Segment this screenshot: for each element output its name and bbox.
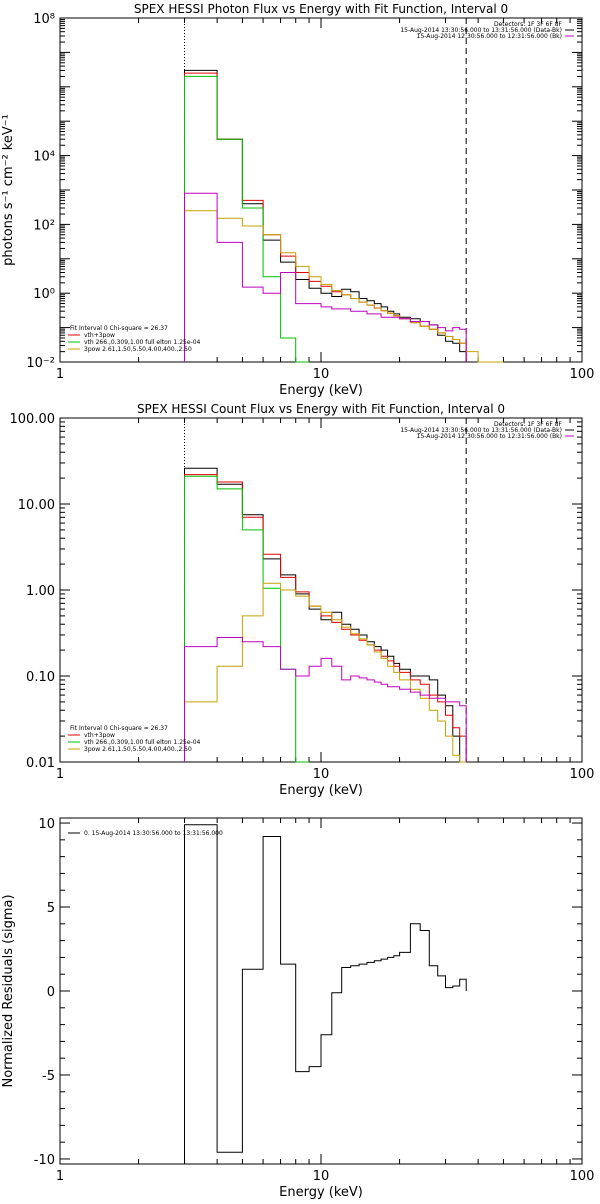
plot-frame <box>59 817 583 1165</box>
y-tick-label: 0 <box>47 985 55 1000</box>
x-tick-label: 1 <box>56 767 64 782</box>
x-tick-label: 100 <box>570 767 595 782</box>
y-tick-label: 10⁻² <box>26 356 55 371</box>
legend-text: vth+3pow <box>84 332 115 339</box>
legend-text: vth+3pow <box>84 732 115 739</box>
x-tick-label: 1 <box>56 1169 64 1184</box>
series-group <box>184 69 504 363</box>
x-tick-label: 10 <box>313 767 330 782</box>
series-line-4 <box>184 210 504 363</box>
series-line-1 <box>184 824 467 1164</box>
y-tick-label: 10.00 <box>18 498 55 513</box>
y-axis-label: Normalized Residuals (sigma) <box>1 894 16 1087</box>
x-tick-label: 1 <box>56 367 64 382</box>
legend-text: Fit Interval 0 Chi-square = 26.37 <box>70 725 168 732</box>
legend-text: 3pow 2.61,1.50,5.50,4.00,400.,2.50 <box>84 746 192 753</box>
legend-text: 3pow 2.61,1.50,5.50,4.00,400.,2.50 <box>84 346 192 353</box>
series-line-2 <box>184 474 467 762</box>
legend-text: 0. 15-Aug-2014 13:30:56.000 to 13:31:56.… <box>84 830 223 837</box>
y-tick-label: -10 <box>34 1153 55 1168</box>
x-tick-label: 100 <box>570 1169 595 1184</box>
series-line-5 <box>184 192 467 362</box>
series-group <box>184 467 467 763</box>
chart-title: SPEX HESSI Photon Flux vs Energy with Fi… <box>134 2 508 16</box>
plot-frame <box>59 417 583 763</box>
y-tick-label: 10⁴ <box>33 150 55 165</box>
series-line-3 <box>184 75 310 363</box>
x-tick-label: 10 <box>313 367 330 382</box>
panel-3: 1 10 100 Energy (keV) -10 -5 0 5 10 Normalized Re… <box>1 817 594 1200</box>
plot-frame <box>59 17 583 363</box>
legend-top-text: 15-Aug-2014 12:30:56.000 to 12:31:56.000… <box>417 33 562 40</box>
y-tick-label: 1.00 <box>26 584 55 599</box>
legend-top-text: 15-Aug-2014 13:30:56.000 to 13:31:56.000… <box>400 27 562 34</box>
series-line-1 <box>184 69 467 362</box>
legend-top-text: Detectors: 1F 3F 6F 8F <box>494 21 563 28</box>
y-tick-label: 10⁰ <box>33 287 55 302</box>
y-tick-label: 100.00 <box>10 412 56 427</box>
y-axis-label: photons s⁻¹ cm⁻² keV⁻¹ <box>1 114 16 266</box>
legend-text: vth 266.,0.309,1.00 full elton 1.25e-04 <box>84 339 201 346</box>
chart-title: SPEX HESSI Count Flux vs Energy with Fit… <box>137 402 505 416</box>
series-group <box>184 824 467 1164</box>
series-line-4 <box>184 582 467 763</box>
legend-text: Fit Interval 0 Chi-square = 26.37 <box>70 325 168 332</box>
x-axis-label: Energy (keV) <box>279 783 363 798</box>
x-axis-label: Energy (keV) <box>279 1185 363 1200</box>
x-tick-label: 100 <box>570 367 595 382</box>
x-axis-label: Energy (keV) <box>279 383 363 398</box>
panel-2: SPEX HESSI Count Flux vs Energy with Fit… <box>10 402 595 798</box>
legend-top-text: 15-Aug-2014 13:30:56.000 to 13:31:56.000… <box>400 427 562 434</box>
x-tick-label: 10 <box>313 1169 330 1184</box>
y-tick-label: 0.01 <box>26 756 55 771</box>
series-line-2 <box>184 72 467 362</box>
y-tick-label: 10⁸ <box>33 12 55 27</box>
y-tick-label: 10² <box>33 218 55 233</box>
y-tick-label: 10 <box>38 817 55 832</box>
y-tick-label: -5 <box>42 1069 55 1084</box>
series-line-1 <box>184 467 467 763</box>
panel-1: SPEX HESSI Photon Flux vs Energy with Fi… <box>1 2 594 398</box>
legend-top-text: 15-Aug-2014 12:30:56.000 to 12:31:56.000… <box>417 433 562 440</box>
y-tick-label: 5 <box>47 901 55 916</box>
legend-top-text: Detectors: 1F 3F 6F 8F <box>494 421 563 428</box>
legend-text: vth 266.,0.309,1.00 full elton 1.25e-04 <box>84 739 201 746</box>
y-tick-label: 0.10 <box>26 670 55 685</box>
series-line-5 <box>184 637 467 762</box>
series-line-3 <box>184 475 310 763</box>
